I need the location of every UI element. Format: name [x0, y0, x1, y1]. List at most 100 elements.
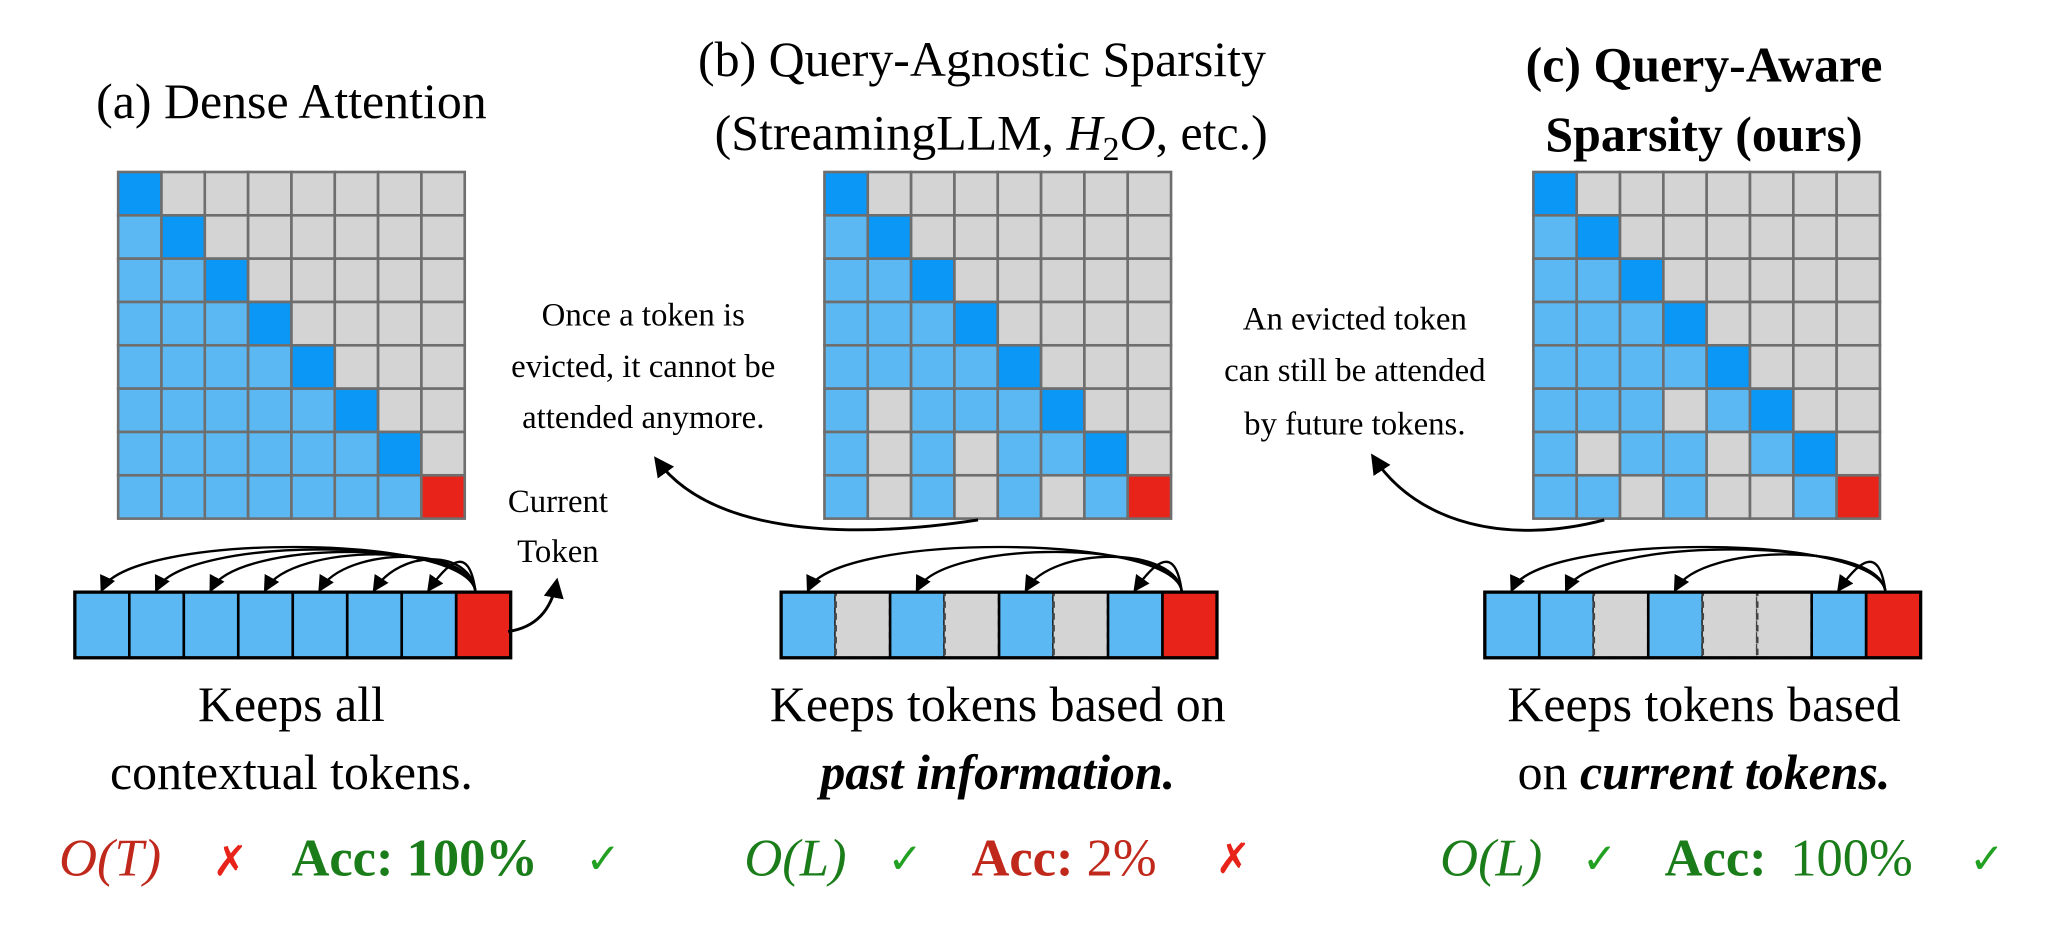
matrix-cell — [116, 473, 163, 520]
matrix-cell — [116, 257, 163, 304]
matrix-cell — [866, 170, 913, 217]
matrix-cell — [116, 387, 163, 434]
attention-arc — [915, 550, 1184, 593]
matrix-cell — [1532, 387, 1579, 434]
matrix-cell — [953, 473, 1000, 520]
matrix-cell — [1705, 257, 1752, 304]
matrix-cell — [866, 257, 913, 304]
matrix-cell — [246, 387, 293, 434]
matrix-cell — [420, 214, 467, 260]
matrix-cell — [1575, 430, 1622, 477]
matrix-cell — [333, 300, 380, 347]
title-part: , etc.) — [1156, 106, 1268, 161]
matrix-cell — [996, 343, 1043, 390]
attention-arc — [806, 545, 1184, 593]
matrix-cell — [1532, 300, 1579, 347]
arrow — [1370, 453, 1605, 532]
token-cell — [291, 590, 349, 660]
matrix-cell — [1748, 300, 1795, 347]
matrix-cell — [1618, 170, 1665, 217]
matrix-cell — [290, 170, 337, 217]
token-cell — [997, 590, 1055, 660]
matrix-cell — [1039, 257, 1086, 304]
arrow — [654, 456, 979, 532]
matrix-cell — [1083, 214, 1130, 260]
matrix-cell — [1575, 170, 1622, 217]
token-cell — [834, 590, 892, 660]
token-cell — [943, 590, 1001, 660]
matrix-cell — [1083, 430, 1130, 477]
token-cell — [128, 590, 186, 660]
token-cell — [1052, 590, 1110, 660]
matrix-cell — [953, 170, 1000, 217]
matrix-cell — [333, 430, 380, 477]
matrix-cell — [333, 257, 380, 304]
matrix-cell — [1835, 430, 1882, 477]
accuracy-value: 100% — [407, 830, 538, 888]
matrix-cell — [1618, 343, 1665, 390]
matrix-cell — [996, 300, 1043, 347]
matrix-cell — [1575, 214, 1622, 260]
matrix-cell — [1792, 430, 1838, 477]
accuracy-label: Acc: — [971, 830, 1073, 888]
matrix-cell — [1126, 430, 1173, 477]
matrix-cell — [823, 170, 870, 217]
accuracy-label: Acc: — [291, 830, 393, 888]
title-part: 2 — [1102, 131, 1119, 168]
annotation: attended anymore. — [522, 400, 764, 436]
matrix-cell — [1575, 387, 1622, 434]
annotation: can still be attended — [1224, 353, 1485, 389]
matrix-cell — [1083, 387, 1130, 434]
matrix-cell — [160, 300, 207, 347]
matrix-cell — [246, 473, 293, 520]
current-token — [1864, 590, 1922, 660]
matrix-cell — [1705, 214, 1752, 260]
matrix-cell — [203, 343, 250, 390]
panel-title: (b) Query-Agnostic Sparsity — [698, 32, 1266, 87]
attention-arc — [1133, 560, 1184, 593]
matrix-cell — [203, 300, 250, 347]
matrix-cell — [1748, 257, 1795, 304]
matrix-cell — [866, 430, 913, 477]
matrix-cell — [290, 300, 337, 347]
matrix-cell — [1748, 343, 1795, 390]
matrix-cell — [1835, 257, 1882, 304]
matrix-cell — [1126, 387, 1173, 434]
matrix-cell — [866, 387, 913, 434]
matrix-cell — [1126, 300, 1173, 347]
token-cell — [888, 590, 946, 660]
panel-title: (a) Dense Attention — [96, 74, 487, 129]
matrix-cell — [1126, 343, 1173, 390]
mark: ✗ — [1216, 834, 1251, 883]
matrix-cell — [1039, 343, 1086, 390]
strip-border — [1483, 590, 1923, 660]
matrix-cell — [1039, 300, 1086, 347]
matrix-cell — [376, 473, 423, 520]
token-cell — [1701, 590, 1759, 660]
token-cell — [1755, 590, 1814, 660]
matrix-cell — [420, 257, 467, 304]
matrix-cell — [246, 214, 293, 260]
matrix-cell — [1575, 473, 1622, 520]
matrix-cell — [1748, 473, 1795, 520]
matrix-cell — [1618, 473, 1665, 520]
matrix-cell — [420, 473, 467, 520]
token-cell — [1483, 590, 1541, 660]
matrix-cell — [823, 257, 870, 304]
caption: Keeps tokens based — [1507, 677, 1900, 732]
matrix-cell — [1532, 170, 1579, 217]
mark: ✓ — [887, 834, 922, 883]
matrix-cell — [160, 214, 207, 260]
matrix-cell — [1575, 343, 1622, 390]
attention-arc — [263, 553, 477, 593]
matrix-cell — [1126, 214, 1173, 260]
matrix-cell — [1748, 387, 1795, 434]
matrix-cell — [160, 343, 207, 390]
accuracy-value: 2% — [1087, 830, 1157, 888]
annotation: Token — [517, 534, 599, 570]
token-cell — [182, 590, 240, 660]
attention-arc — [1024, 555, 1184, 593]
caption: Keeps all — [198, 677, 385, 732]
matrix-cell — [376, 214, 423, 260]
